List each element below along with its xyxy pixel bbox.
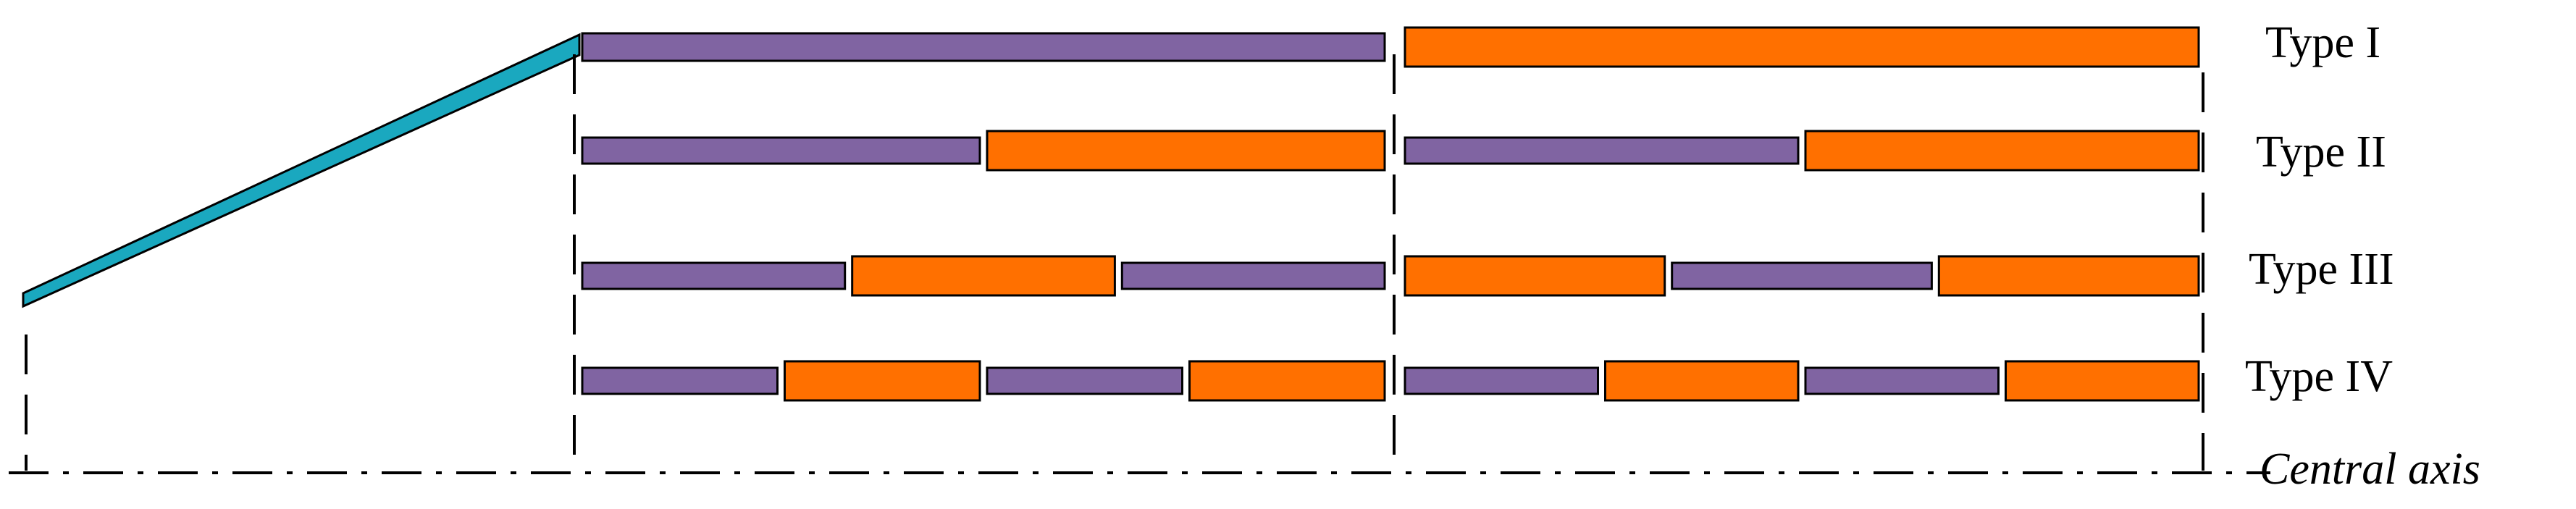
type-label-1: Type I (2265, 18, 2380, 67)
central-axis-label: Central axis (2260, 445, 2480, 494)
type-4-half-1-orange-bar-2 (784, 360, 981, 402)
type-2-half-2-purple-bar-1 (1404, 136, 1800, 165)
inclined-strip (22, 33, 581, 308)
type-label-4: Type IV (2245, 352, 2393, 401)
type-4-half-2-purple-bar-3 (1804, 366, 2000, 395)
type-2-half-1-orange-bar-2 (986, 130, 1386, 172)
type-3-half-1-purple-bar-1 (581, 261, 847, 290)
type-label-3: Type III (2249, 245, 2394, 294)
type-2-half-1-purple-bar-1 (581, 136, 981, 165)
type-3-half-1-orange-bar-2 (851, 255, 1116, 297)
type-4-half-2-orange-bar-4 (2005, 360, 2200, 402)
type-4-half-1-purple-bar-3 (986, 366, 1183, 395)
section-lines (25, 54, 2204, 471)
type-1-half-2-orange-bar-1 (1404, 26, 2200, 68)
type-2-half-2-orange-bar-2 (1804, 130, 2200, 172)
type-4-half-1-purple-bar-1 (581, 366, 779, 395)
type-label-2: Type II (2256, 127, 2386, 177)
laminate-bars (581, 26, 2200, 402)
type-3-half-2-purple-bar-2 (1671, 261, 1933, 290)
type-3-half-1-purple-bar-3 (1120, 261, 1386, 290)
type-4-half-1-orange-bar-4 (1188, 360, 1386, 402)
type-3-half-2-orange-bar-1 (1404, 255, 1666, 297)
type-3-half-2-orange-bar-3 (1937, 255, 2200, 297)
type-4-half-2-purple-bar-1 (1404, 366, 1599, 395)
type-4-half-2-orange-bar-2 (1604, 360, 1800, 402)
type-1-half-1-purple-bar-1 (581, 32, 1386, 62)
